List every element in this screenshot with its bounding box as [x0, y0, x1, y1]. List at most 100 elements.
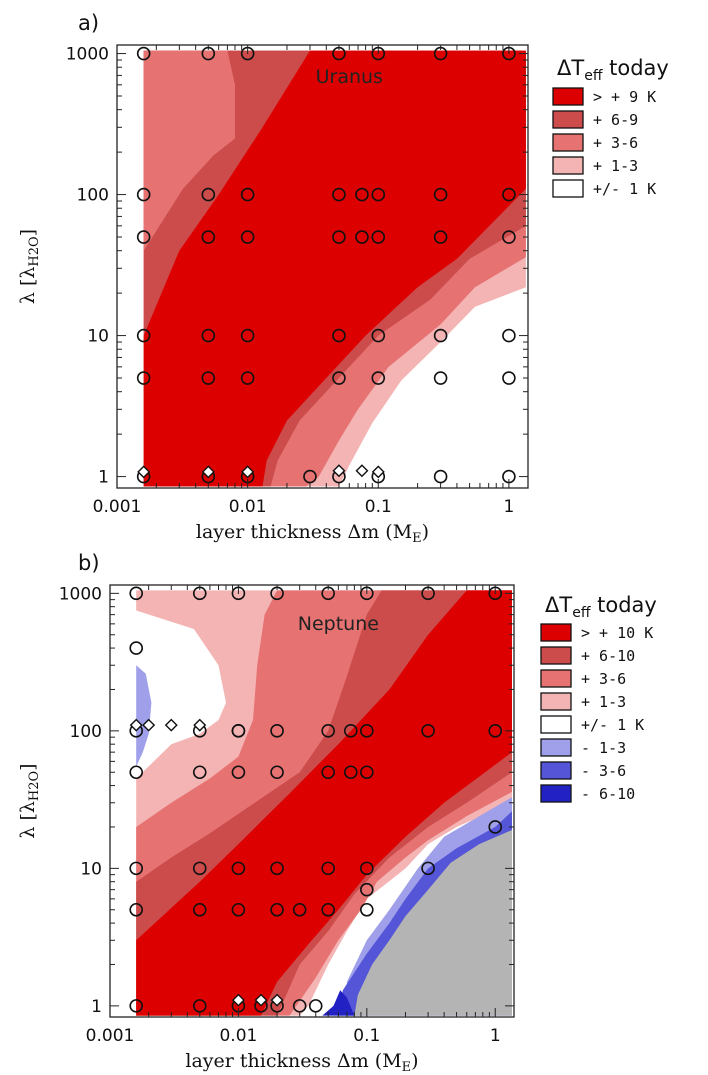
model-point-circle [332, 371, 346, 385]
legend-swatch [540, 761, 572, 780]
model-point-circle [201, 230, 216, 244]
x-tick-label: 0.1 [365, 497, 392, 517]
x-axis-label: layer thickness Δm (ME) [185, 1050, 418, 1075]
contour-region-4 [136, 590, 512, 1016]
model-point-circle [192, 902, 207, 917]
model-point-circle [371, 371, 386, 385]
y-tick-label: 1 [91, 997, 102, 1017]
planet-name: Uranus [316, 66, 383, 88]
model-point-diamond [142, 718, 156, 732]
legend-swatch [540, 646, 572, 665]
contour-region-4 [143, 50, 526, 487]
tick-marks [109, 585, 514, 1017]
model-point-circle [332, 187, 346, 202]
tick-marks [116, 45, 528, 488]
model-point-circle [129, 765, 144, 780]
model-point-circle [201, 187, 216, 202]
model-point-circle [332, 328, 346, 343]
panel-label: b) [78, 551, 100, 575]
contour-region-7 [322, 990, 355, 1016]
model-point-circle [355, 230, 369, 244]
legend-label: +/- 1 K [593, 180, 656, 198]
plot-frame [116, 44, 529, 489]
legend-label: + 1-3 [593, 157, 638, 175]
contour-regions [143, 50, 526, 487]
model-point-circle [136, 46, 151, 61]
model-point-circle [488, 724, 503, 738]
legend-swatch [552, 87, 584, 106]
model-point-circle [502, 371, 516, 385]
model-point-circle [343, 765, 358, 780]
model-point-circle [129, 861, 144, 876]
model-point-diamond [129, 718, 143, 732]
model-point-circle [321, 765, 335, 780]
model-point-circle [270, 724, 284, 738]
contour-regions [136, 590, 512, 1016]
legend-swatch [540, 738, 572, 757]
model-point-diamond [270, 993, 284, 1007]
model-point-circle [292, 999, 307, 1013]
model-point-circle [192, 861, 207, 876]
x-tick-label: 0.001 [93, 497, 142, 517]
model-point-diamond [355, 464, 369, 478]
model-point-circle [129, 902, 144, 917]
legend-label: + 6-9 [593, 111, 638, 129]
model-point-circle [201, 328, 216, 343]
model-point-circle [270, 902, 284, 917]
plot-frame [109, 584, 515, 1018]
model-point-circle [240, 328, 255, 343]
model-point-circle [360, 882, 374, 897]
legend-label: + 3-6 [593, 134, 638, 152]
model-point-circle [371, 328, 386, 343]
model-point-circle [292, 902, 307, 917]
legend-swatch [540, 623, 572, 642]
model-point-circle [231, 724, 246, 738]
model-point-diamond [137, 465, 151, 479]
model-point-circle [502, 230, 516, 244]
model-point-diamond [332, 464, 346, 478]
y-tick-label: 10 [87, 327, 109, 347]
model-point-circle [321, 861, 335, 876]
legend-swatch [540, 692, 572, 711]
model-point-circle [321, 902, 335, 917]
model-point-circle [355, 187, 369, 202]
legend: ΔTeff today > + 9 K + 6-9 + 3-6 + 1-3 +/- 1 K [552, 56, 669, 198]
y-tick-label: 1000 [66, 45, 109, 65]
model-point-circle [360, 724, 374, 738]
y-axis-label: λ [λH2O] [17, 763, 42, 838]
model-point-circle [240, 187, 255, 202]
model-point-circle [343, 724, 358, 738]
model-point-circle [240, 371, 255, 385]
legend-label: + 6-10 [581, 647, 635, 665]
legend-label: - 3-6 [581, 762, 626, 780]
panel-label: a) [78, 11, 99, 35]
model-point-diamond [231, 993, 245, 1007]
legend-swatch [552, 156, 584, 175]
legend-swatch [552, 110, 584, 129]
chart-panel-b: 0.001 0.01 0.1 1 1 10 100 1000 layer thickness Δ… [17, 551, 657, 1075]
legend-label: > + 10 K [581, 624, 653, 642]
model-point-circle [136, 230, 151, 244]
model-point-circle [433, 187, 448, 202]
model-point-circle [308, 999, 323, 1013]
model-point-diamond [371, 465, 385, 479]
model-point-circle [136, 328, 151, 343]
model-point-circle [136, 187, 151, 202]
legend-swatch [540, 669, 572, 688]
model-point-circle [360, 902, 374, 917]
x-tick-label: 0.1 [353, 1026, 380, 1046]
model-point-diamond [201, 465, 215, 479]
model-point-circle [136, 371, 151, 385]
model-point-circle [332, 230, 346, 244]
y-tick-label: 1000 [59, 584, 102, 604]
legend-swatch [552, 179, 584, 198]
model-point-circle [371, 230, 386, 244]
legend-title: ΔTeff today [545, 593, 657, 621]
model-point-circle [231, 765, 246, 780]
model-point-circle [321, 724, 335, 738]
model-point-circle [129, 586, 144, 601]
y-tick-label: 10 [80, 859, 102, 879]
y-tick-label: 100 [77, 186, 109, 206]
contour-region-8 [354, 830, 512, 1016]
contour-region-0 [136, 665, 152, 767]
